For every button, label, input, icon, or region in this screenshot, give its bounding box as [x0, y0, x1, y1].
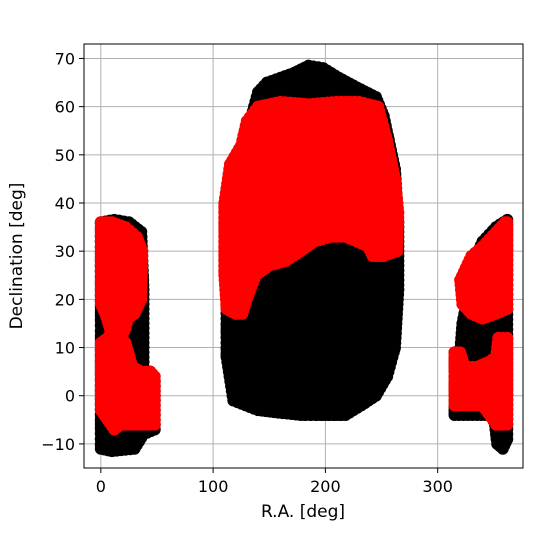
y-tick-label: 20: [55, 290, 75, 309]
y-tick-label: 30: [55, 242, 75, 261]
y-tick-label: 40: [55, 194, 75, 213]
x-tick-label: 200: [310, 477, 341, 496]
x-tick-label: 0: [96, 477, 106, 496]
y-tick-label: 0: [65, 387, 75, 406]
data-point: [118, 339, 131, 352]
plot-frame: [83, 43, 524, 469]
data-point: [380, 133, 393, 146]
series-red-points: [94, 95, 514, 436]
x-tick-label: 100: [198, 477, 229, 496]
x-tick-label: 300: [422, 477, 453, 496]
data-points: [94, 59, 514, 458]
y-tick-label: 10: [55, 339, 75, 358]
data-point: [386, 163, 399, 176]
data-point: [374, 109, 387, 122]
data-point: [496, 222, 509, 235]
x-axis-ticks: 0 100 200 300: [96, 468, 453, 496]
data-point: [142, 369, 155, 382]
y-tick-label: 70: [55, 49, 75, 68]
y-axis-ticks: −10 0 10 20 30 40 50 60 70: [41, 49, 84, 454]
y-axis-label: Declination [deg]: [7, 183, 27, 330]
y-tick-label: 50: [55, 146, 75, 165]
y-tick-label: 60: [55, 98, 75, 117]
x-axis-label: R.A. [deg]: [261, 502, 345, 522]
data-point: [130, 235, 143, 248]
data-point: [496, 334, 509, 347]
data-point: [454, 352, 467, 365]
y-tick-label: −10: [41, 435, 75, 454]
